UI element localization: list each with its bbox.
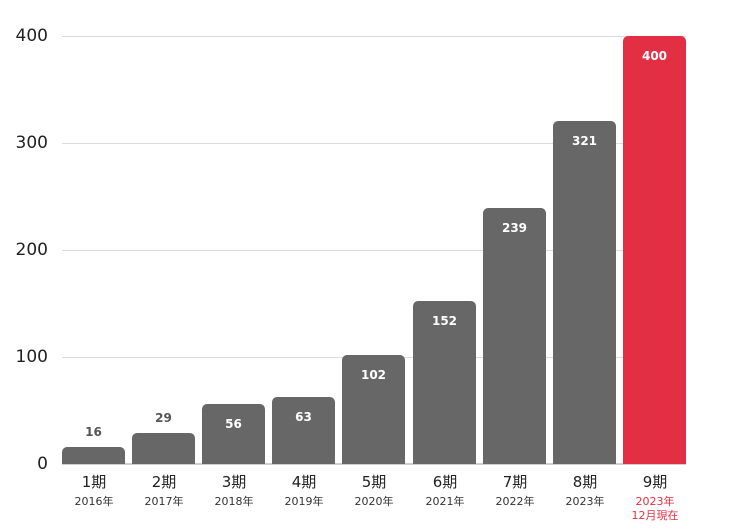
x-year-label: 2022年 [480, 495, 550, 509]
x-year-label: 2016年 [59, 495, 129, 509]
gridline-200 [62, 250, 686, 251]
bar-9 [623, 36, 686, 464]
y-tick-300: 300 [15, 133, 48, 153]
x-year-label: 2021年 [410, 495, 480, 509]
gridline-300 [62, 143, 686, 144]
bar-4 [272, 397, 335, 464]
bar-3 [202, 404, 265, 464]
x-year-text: 2023年 [565, 495, 605, 508]
x-category-label: 5期 [361, 473, 387, 491]
x-year-text: 2020年 [354, 495, 394, 508]
x-category-label: 9期 [642, 473, 668, 491]
x-year-note: 12月現在 [631, 509, 679, 522]
x-year-text: 2019年 [284, 495, 324, 508]
x-year-label: 2019年 [269, 495, 339, 509]
x-category-label: 2期 [151, 473, 177, 491]
y-tick-200: 200 [15, 240, 48, 260]
x-year-text: 2022年 [495, 495, 535, 508]
bar-2 [132, 433, 195, 464]
bar-1 [62, 447, 125, 464]
bar-value-label: 102 [360, 368, 387, 382]
x-year-label: 2023年 [550, 495, 620, 509]
bar-value-label: 16 [85, 425, 102, 439]
x-category-label: 4期 [291, 473, 317, 491]
x-year-label: 2020年 [339, 495, 409, 509]
x-category-label: 8期 [572, 473, 598, 491]
bar-value-label: 321 [571, 134, 598, 148]
bar-8 [553, 121, 616, 464]
y-tick-0: 0 [37, 454, 48, 474]
x-category-label: 7期 [502, 473, 528, 491]
x-year-label: 2023年 12月現在 [620, 495, 690, 523]
bar-value-label: 239 [501, 221, 528, 235]
x-year-text: 2017年 [144, 495, 184, 508]
x-year-text: 2023年 [635, 495, 675, 508]
x-axis-baseline [62, 463, 686, 465]
bar-value-label: 56 [225, 417, 242, 431]
x-year-text: 2016年 [74, 495, 114, 508]
bar-value-label: 29 [155, 411, 172, 425]
bar-6 [413, 301, 476, 464]
bar-value-label: 400 [641, 49, 668, 63]
y-tick-400: 400 [15, 26, 48, 46]
y-tick-100: 100 [15, 347, 48, 367]
x-category-label: 3期 [221, 473, 247, 491]
x-category-label: 1期 [81, 473, 107, 491]
x-category-label: 6期 [432, 473, 458, 491]
bar-value-label: 152 [431, 314, 458, 328]
bar-7 [483, 208, 546, 464]
x-year-label: 2017年 [129, 495, 199, 509]
gridline-400 [62, 36, 686, 37]
bar-5 [342, 355, 405, 464]
x-year-label: 2018年 [199, 495, 269, 509]
x-year-text: 2018年 [214, 495, 254, 508]
bar-value-label: 63 [295, 410, 312, 424]
x-year-text: 2021年 [425, 495, 465, 508]
